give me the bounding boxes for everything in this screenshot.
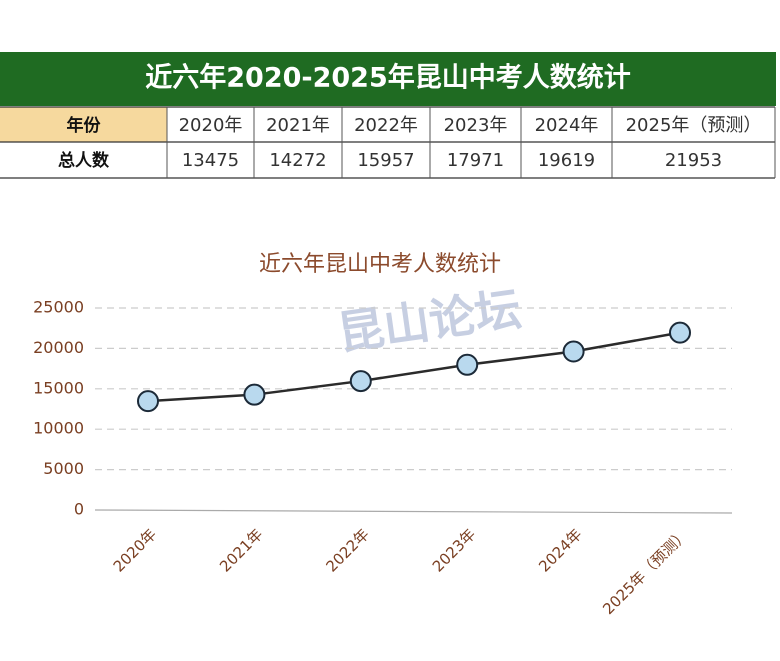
marker bbox=[137, 390, 159, 413]
table-cell: 14272 bbox=[269, 150, 326, 171]
table-cell: 2024年 bbox=[535, 115, 599, 136]
marker bbox=[349, 370, 372, 393]
table-cell: 2021年 bbox=[266, 115, 330, 136]
x-tick-label: 2021年 bbox=[216, 525, 266, 575]
table-cell: 21953 bbox=[665, 150, 722, 171]
row-label: 年份 bbox=[67, 115, 102, 136]
y-tick-label: 15000 bbox=[33, 378, 84, 397]
x-tick-label: 2024年 bbox=[535, 525, 585, 575]
line bbox=[147, 331, 681, 403]
x-axis-line bbox=[94, 509, 733, 514]
chart-title: 近六年昆山中考人数统计 bbox=[259, 252, 501, 277]
table-cell: 2025年（预测） bbox=[626, 115, 762, 136]
y-tick-label: 10000 bbox=[33, 419, 84, 438]
row-label: 总人数 bbox=[58, 150, 110, 171]
marker bbox=[562, 340, 585, 363]
x-tick-label: 2022年 bbox=[322, 525, 372, 575]
y-tick-label: 20000 bbox=[33, 338, 84, 357]
table-cell: 15957 bbox=[357, 150, 414, 171]
x-tick-label: 2023年 bbox=[429, 525, 479, 575]
table-cell: 19619 bbox=[538, 150, 595, 171]
y-tick-label: 0 bbox=[74, 500, 84, 519]
marker bbox=[456, 353, 479, 376]
y-tick-label: 25000 bbox=[33, 298, 84, 317]
y-tick-label: 5000 bbox=[43, 459, 84, 478]
x-tick-label: 2020年 bbox=[110, 525, 160, 575]
table-cell: 2020年 bbox=[179, 115, 243, 136]
table-cell: 17971 bbox=[447, 150, 504, 171]
table-cell: 2023年 bbox=[444, 115, 508, 136]
page-title: 近六年2020-2025年昆山中考人数统计 bbox=[145, 62, 631, 94]
marker bbox=[243, 383, 266, 406]
table-cell: 2022年 bbox=[354, 115, 418, 136]
marker bbox=[669, 321, 691, 344]
title-bar bbox=[0, 52, 776, 106]
x-tick-label: 2025年（预测） bbox=[599, 525, 692, 618]
table-cell: 13475 bbox=[182, 150, 239, 171]
table: 年份 2020年 2021年 2022年 2023年 2024年 2025年（预测） 总人数 1… bbox=[0, 106, 776, 179]
header-cell-bg bbox=[0, 107, 167, 142]
